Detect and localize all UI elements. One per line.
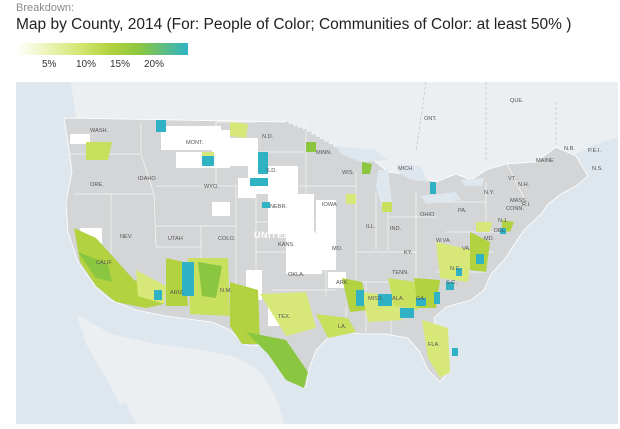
label-conn: CONN. xyxy=(506,206,524,212)
label-ga: GA. xyxy=(416,296,426,302)
label-tex: TEX. xyxy=(278,314,291,320)
shaded-counties xyxy=(74,122,514,388)
label-nebr: NEBR. xyxy=(270,204,288,210)
international-borders xyxy=(285,81,557,162)
label-vt: VT. xyxy=(508,176,517,182)
legend-tick-15: 15% xyxy=(110,59,131,70)
label-ohio: OHIO xyxy=(420,212,435,218)
label-utah: UTAH xyxy=(168,236,183,242)
county-map[interactable]: WASH. ORE. IDAHO MONT. WYO. NEV. UTAH CO… xyxy=(16,81,618,424)
label-nc: N.C. xyxy=(450,266,462,272)
label-ill: ILL. xyxy=(366,224,376,230)
map-svg[interactable]: WASH. ORE. IDAHO MONT. WYO. NEV. UTAH CO… xyxy=(16,81,618,424)
mexico-land xyxy=(76,314,284,424)
breakdown-label: Breakdown: xyxy=(16,2,75,14)
label-que: QUE. xyxy=(510,98,524,104)
label-calif: CALIF. xyxy=(96,260,113,266)
label-nj: N.J. xyxy=(498,218,508,224)
label-la: LA. xyxy=(338,324,347,330)
label-ala: ALA. xyxy=(392,296,405,302)
label-del: DEL. xyxy=(494,228,507,234)
label-minn: MINN. xyxy=(316,150,332,156)
label-ri: R.I. xyxy=(522,202,531,208)
label-maine: MAINE xyxy=(536,158,554,164)
region-labels: WASH. ORE. IDAHO MONT. WYO. NEV. UTAH CO… xyxy=(90,98,603,348)
label-ky: KY. xyxy=(404,250,413,256)
label-ore: ORE. xyxy=(90,182,104,188)
label-sc: S.C. xyxy=(446,280,457,286)
label-tenn: TENN. xyxy=(392,270,409,276)
label-mo: MO. xyxy=(332,246,343,252)
legend-tick-20: 20% xyxy=(144,59,165,70)
legend-tick-5: 5% xyxy=(42,59,57,70)
canada-land xyxy=(16,82,618,182)
label-md: MD. xyxy=(484,236,495,242)
great-lakes xyxy=(336,146,484,207)
label-pei: P.E.I. xyxy=(588,148,601,154)
label-nev: NEV. xyxy=(120,234,133,240)
label-kans: KANS. xyxy=(278,242,295,248)
label-wva: W.VA. xyxy=(436,238,452,244)
label-va: VA. xyxy=(462,246,471,252)
label-wash: WASH. xyxy=(90,128,109,134)
label-pa: PA. xyxy=(458,208,467,214)
label-sd: S.D. xyxy=(266,168,277,174)
label-mich: MICH. xyxy=(398,166,414,172)
label-nh: N.H. xyxy=(518,182,530,188)
label-wis: WIS. xyxy=(342,170,355,176)
label-ns: N.S. xyxy=(592,166,603,172)
teal-counties xyxy=(154,120,506,356)
color-legend: 5% 10% 15% 20% xyxy=(16,43,191,73)
label-ark: ARK. xyxy=(336,280,350,286)
label-fla: FLA. xyxy=(428,342,440,348)
label-mass: MASS. xyxy=(510,198,528,204)
label-nb: N.B. xyxy=(564,146,575,152)
legend-tick-10: 10% xyxy=(76,59,97,70)
label-nd: N.D. xyxy=(262,134,274,140)
map-title: Map by County, 2014 (For: People of Colo… xyxy=(16,16,572,33)
label-miss: MISS. xyxy=(368,296,384,302)
label-idaho: IDAHO xyxy=(138,176,156,182)
label-ont: ONT. xyxy=(424,116,437,122)
baja-land xyxy=(78,318,128,404)
label-ind: IND. xyxy=(390,226,402,232)
label-iowa: IOWA xyxy=(322,202,337,208)
label-ariz: ARIZ. xyxy=(170,290,185,296)
label-okla: OKLA. xyxy=(288,272,305,278)
label-wyo: WYO. xyxy=(204,184,219,190)
legend-gradient-bar xyxy=(16,43,188,55)
label-mont: MONT. xyxy=(186,140,204,146)
label-nm: N.M. xyxy=(220,288,232,294)
country-label: UNITED STATES xyxy=(254,230,331,240)
label-ny: N.Y. xyxy=(484,190,495,196)
label-colo: COLO. xyxy=(218,236,236,242)
